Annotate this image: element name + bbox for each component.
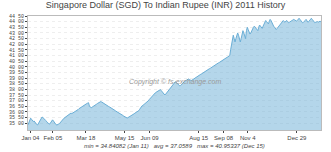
svg-text:36 00: 36 00 [9,110,24,116]
svg-text:43 50: 43 50 [9,25,24,31]
svg-text:39 00: 39 00 [9,76,24,82]
svg-text:38 50: 38 50 [9,81,24,87]
svg-text:40 50: 40 50 [9,59,24,65]
svg-text:Dec 29: Dec 29 [287,135,307,141]
svg-text:42 50: 42 50 [9,36,24,42]
svg-text:Singapore Dollar (SGD) To Indi: Singapore Dollar (SGD) To Indian Rupee (… [46,0,286,10]
svg-text:41 50: 41 50 [9,48,24,54]
svg-text:35 50: 35 50 [9,115,24,121]
svg-text:38 00: 38 00 [9,87,24,93]
svg-text:Nov 4: Nov 4 [240,135,256,141]
svg-text:May 15: May 15 [115,135,135,141]
svg-text:Jan 04: Jan 04 [21,135,40,141]
svg-text:42 00: 42 00 [9,42,24,48]
svg-text:39 50: 39 50 [9,70,24,76]
svg-text:Aug 15: Aug 15 [189,135,209,141]
svg-text:40 00: 40 00 [9,65,24,71]
svg-text:36 50: 36 50 [9,104,24,110]
svg-text:37 00: 37 00 [9,98,24,104]
svg-text:Mar 18: Mar 18 [77,135,96,141]
svg-text:Jun 09: Jun 09 [141,135,160,141]
svg-text:41 00: 41 00 [9,53,24,59]
svg-text:37 50: 37 50 [9,93,24,99]
svg-text:44 50: 44 50 [9,14,24,20]
svg-text:44 00: 44 00 [9,19,24,25]
svg-text:Sep 08: Sep 08 [214,135,234,141]
svg-text:Copyright © fs-exchange.com: Copyright © fs-exchange.com [129,78,221,86]
svg-text:35 00: 35 00 [9,121,24,127]
svg-text:min = 34.84082 (Jan 11) avg: min = 34.84082 (Jan 11) avg = 37.0589 ma… [84,143,265,149]
svg-text:43 00: 43 00 [9,31,24,37]
svg-text:Feb 05: Feb 05 [44,135,63,141]
